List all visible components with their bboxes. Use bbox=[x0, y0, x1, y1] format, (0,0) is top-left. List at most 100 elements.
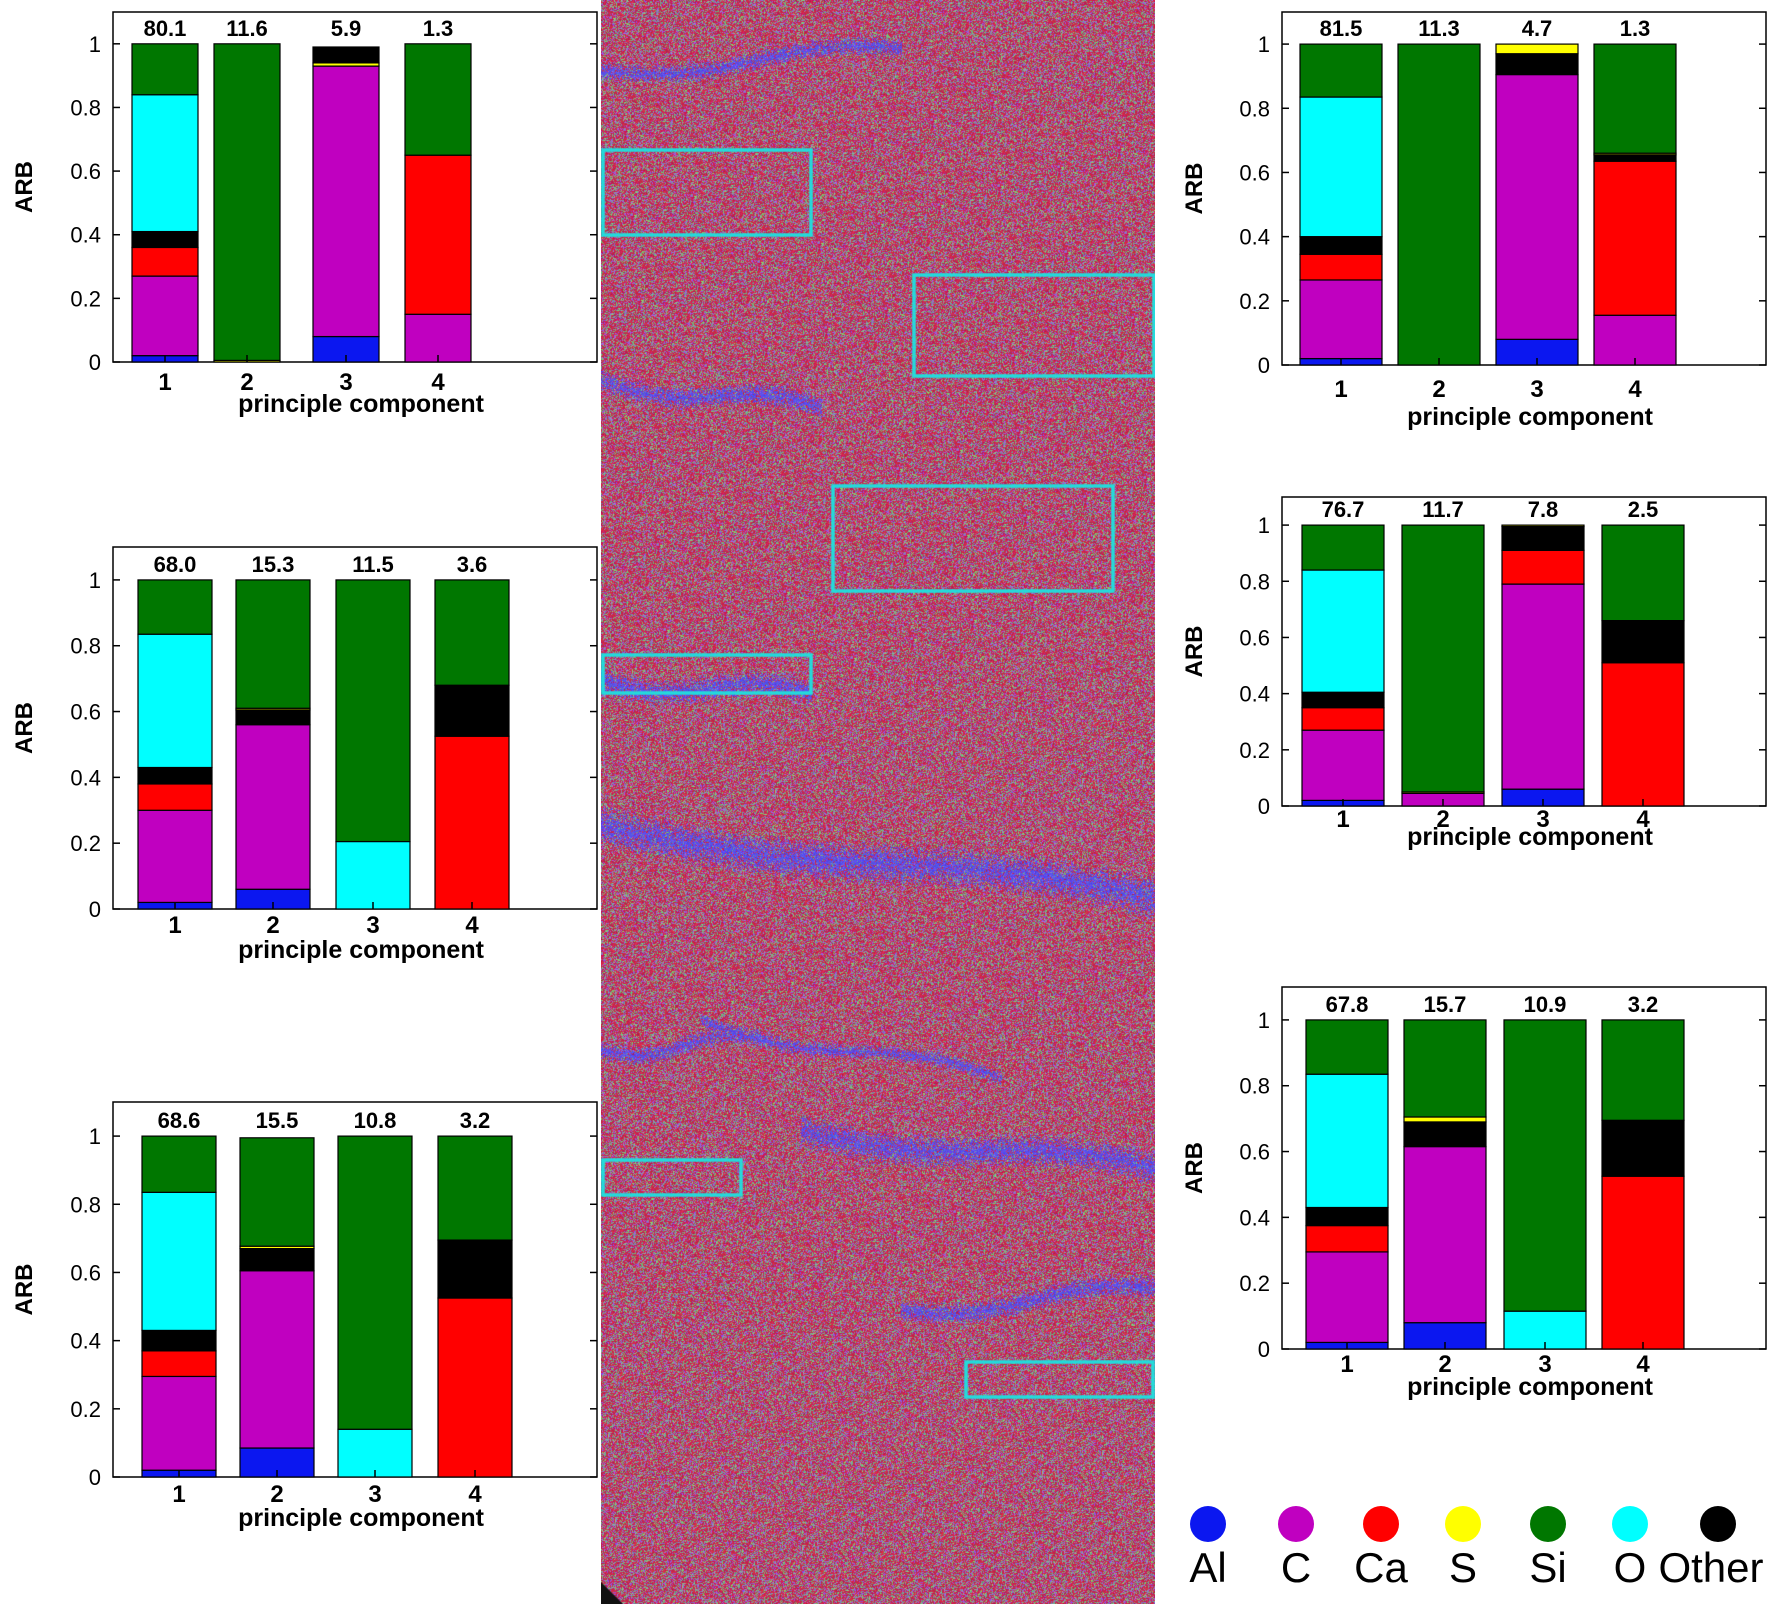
x-axis-label: principle component bbox=[1407, 823, 1654, 851]
bar-segment-si bbox=[1299, 43, 1383, 98]
legend-dot-ca bbox=[1363, 1506, 1399, 1542]
bar-total-label: 3.6 bbox=[457, 552, 488, 577]
bar-segment-si bbox=[1301, 524, 1385, 571]
y-axis-label: ARB bbox=[1181, 163, 1208, 215]
bar-total-label: 10.9 bbox=[1524, 992, 1567, 1017]
bar-total-label: 68.0 bbox=[154, 552, 197, 577]
legend-label-ca: Ca bbox=[1354, 1544, 1408, 1591]
bar-segment-c bbox=[404, 313, 472, 363]
x-tick-label: 4 bbox=[1628, 376, 1642, 403]
bar-total-label: 5.9 bbox=[331, 16, 362, 41]
composition-chart-middle-left: 0 0.2 0.4 0.6 0.8 1 ARB 1 68.0 2 15.3 3 11.5 4 3.6 prin… bbox=[11, 546, 598, 964]
y-tick-label: 0.2 bbox=[70, 831, 101, 856]
bar-segment-c bbox=[137, 809, 213, 904]
elemental-map-image bbox=[601, 0, 1155, 1604]
bar-segment-c bbox=[1593, 314, 1677, 366]
bar-segment-c bbox=[1495, 73, 1579, 340]
bar-total-label: 15.7 bbox=[1424, 992, 1467, 1017]
x-tick-label: 4 bbox=[431, 369, 445, 396]
legend-dot-si bbox=[1530, 1506, 1566, 1542]
bar-segment-si bbox=[1601, 524, 1685, 622]
bar-segment-c bbox=[235, 724, 311, 890]
bar-segment-o bbox=[335, 840, 411, 910]
bar-segment-si bbox=[1503, 1019, 1587, 1312]
y-tick-label: 0.6 bbox=[1239, 625, 1270, 650]
y-tick-label: 0 bbox=[89, 1465, 101, 1490]
bar-segment-other bbox=[235, 709, 311, 726]
y-tick-label: 0.6 bbox=[70, 159, 101, 184]
y-tick-label: 1 bbox=[1258, 513, 1270, 538]
bar-segment-ca bbox=[141, 1350, 217, 1378]
bar-segment-c bbox=[1299, 279, 1383, 360]
bar-segment-si bbox=[404, 43, 472, 156]
legend-dot-o bbox=[1612, 1506, 1648, 1542]
bar-segment-ca bbox=[1301, 707, 1385, 731]
y-tick-label: 0.6 bbox=[1239, 160, 1270, 185]
bar-total-label: 10.8 bbox=[354, 1108, 397, 1133]
x-axis-label: principle component bbox=[238, 390, 485, 418]
x-axis-label: principle component bbox=[1407, 403, 1654, 431]
x-tick-label: 2 bbox=[266, 912, 279, 939]
bar-segment-si bbox=[337, 1135, 413, 1430]
y-tick-label: 0.6 bbox=[1239, 1140, 1270, 1165]
bar-segment-other bbox=[434, 684, 510, 737]
bar-total-label: 11.3 bbox=[1418, 16, 1460, 41]
bar-segment-si bbox=[434, 579, 510, 686]
bar-segment-ca bbox=[1593, 160, 1677, 316]
bar-segment-o bbox=[141, 1191, 217, 1332]
x-tick-label: 3 bbox=[1536, 806, 1549, 833]
y-axis-label: ARB bbox=[11, 702, 38, 754]
legend-label-other: Other bbox=[1658, 1544, 1764, 1591]
bar-segment-other bbox=[1593, 154, 1677, 162]
x-tick-label: 2 bbox=[1432, 376, 1445, 403]
bar-segment-ca bbox=[404, 154, 472, 315]
bar-segment-si bbox=[335, 579, 411, 843]
bar-total-label: 76.7 bbox=[1322, 497, 1365, 522]
y-tick-label: 0.4 bbox=[1239, 225, 1270, 250]
x-tick-label: 2 bbox=[1438, 1351, 1451, 1378]
bar-segment-si bbox=[1305, 1019, 1389, 1075]
x-tick-label: 1 bbox=[1334, 376, 1347, 403]
y-axis-label: ARB bbox=[1181, 626, 1208, 678]
y-tick-label: 0.8 bbox=[70, 95, 101, 120]
y-tick-label: 0 bbox=[1258, 794, 1270, 819]
y-tick-label: 0.4 bbox=[70, 1329, 101, 1354]
bar-total-label: 2.5 bbox=[1628, 497, 1659, 522]
composition-chart-bottom-right: 0 0.2 0.4 0.6 0.8 1 ARB 1 67.8 2 15.7 3 10.9 4 3.2 prin… bbox=[1181, 986, 1767, 1401]
x-tick-label: 2 bbox=[240, 369, 253, 396]
y-tick-label: 1 bbox=[89, 568, 101, 593]
bar-segment-other bbox=[1495, 53, 1579, 76]
x-tick-label: 4 bbox=[1636, 806, 1650, 833]
legend-dot-c bbox=[1278, 1506, 1314, 1542]
x-tick-label: 3 bbox=[1538, 1351, 1551, 1378]
bar-segment-ca bbox=[137, 783, 213, 811]
bar-segment-c bbox=[131, 275, 199, 357]
legend-dot-al bbox=[1190, 1506, 1226, 1542]
y-tick-label: 0.2 bbox=[1239, 289, 1270, 314]
bar-total-label: 7.8 bbox=[1528, 497, 1559, 522]
legend-label-al: Al bbox=[1189, 1544, 1227, 1591]
bar-segment-other bbox=[1299, 236, 1383, 255]
bar-segment-si bbox=[137, 579, 213, 635]
y-tick-label: 0 bbox=[89, 897, 101, 922]
x-tick-label: 2 bbox=[270, 1481, 283, 1508]
bar-segment-ca bbox=[437, 1297, 513, 1478]
bar-segment-other bbox=[437, 1239, 513, 1299]
y-tick-label: 1 bbox=[1258, 32, 1270, 57]
x-tick-label: 1 bbox=[168, 912, 181, 939]
bar-total-label: 15.5 bbox=[256, 1108, 299, 1133]
bar-total-label: 3.2 bbox=[460, 1108, 491, 1133]
x-tick-label: 2 bbox=[1436, 806, 1449, 833]
y-tick-label: 0.2 bbox=[70, 286, 101, 311]
x-tick-label: 4 bbox=[1636, 1351, 1650, 1378]
bar-segment-si bbox=[235, 579, 311, 709]
x-tick-label: 1 bbox=[1336, 806, 1349, 833]
bar-total-label: 15.3 bbox=[252, 552, 295, 577]
element-legend: Al C Ca S Si O Other bbox=[1180, 1498, 1770, 1604]
bar-total-label: 11.6 bbox=[226, 16, 268, 41]
bar-total-label: 81.5 bbox=[1320, 16, 1363, 41]
bar-segment-c bbox=[1403, 1146, 1487, 1324]
bar-segment-o bbox=[1299, 96, 1383, 238]
x-tick-label: 3 bbox=[339, 369, 352, 396]
bar-segment-other bbox=[1601, 1119, 1685, 1177]
